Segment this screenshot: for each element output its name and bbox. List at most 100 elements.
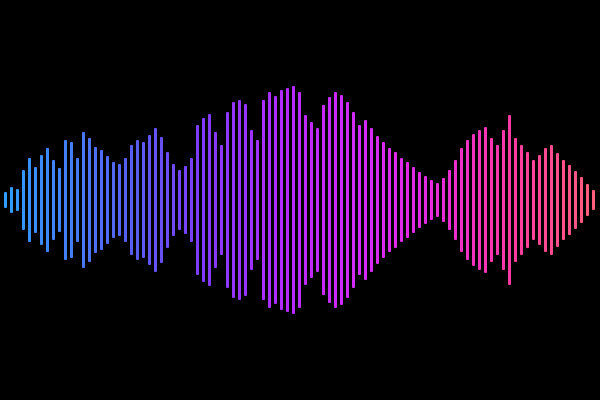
waveform-bar — [520, 145, 523, 255]
waveform-bar — [568, 165, 571, 235]
waveform-bar — [226, 112, 229, 288]
waveform-bar — [112, 162, 115, 238]
waveform-bar — [304, 115, 307, 285]
waveform-bar — [502, 130, 505, 270]
waveform-bar — [406, 162, 409, 238]
waveform-bar — [154, 128, 157, 272]
waveform-bar — [28, 158, 31, 242]
waveform-bar — [94, 147, 97, 253]
waveform-bar — [382, 142, 385, 258]
waveform-bar — [376, 136, 379, 264]
waveform-bar — [286, 88, 289, 312]
waveform-bar — [268, 92, 271, 308]
waveform-bar — [184, 166, 187, 234]
waveform-bar — [526, 152, 529, 248]
waveform-bar — [190, 158, 193, 242]
waveform-bar — [460, 148, 463, 252]
waveform-bar — [166, 152, 169, 248]
waveform-bar — [466, 140, 469, 260]
waveform-bar — [400, 158, 403, 242]
waveform-bar — [424, 176, 427, 224]
waveform-bar — [22, 170, 25, 230]
waveform-bar — [592, 190, 595, 210]
waveform-bar — [106, 156, 109, 244]
waveform-bar — [142, 142, 145, 258]
waveform-bar — [208, 114, 211, 286]
waveform-bar — [34, 167, 37, 233]
waveform-bar — [388, 148, 391, 252]
waveform-bar — [58, 168, 61, 232]
waveform-bar — [298, 92, 301, 308]
waveform-bar — [124, 158, 127, 242]
waveform-bar — [334, 92, 337, 308]
waveform-bar — [88, 138, 91, 262]
waveform-bar — [550, 145, 553, 255]
waveform-bar — [328, 97, 331, 303]
waveform-bar — [118, 164, 121, 236]
waveform-bar — [136, 140, 139, 260]
waveform-bar — [196, 125, 199, 275]
waveform-bar — [412, 167, 415, 233]
waveform-bar — [172, 164, 175, 236]
waveform-bar — [40, 155, 43, 245]
waveform-bar — [514, 138, 517, 262]
waveform-bar — [178, 170, 181, 230]
waveform-bar — [100, 150, 103, 250]
waveform-bar — [352, 112, 355, 288]
waveform-bar — [64, 140, 67, 260]
waveform-bar — [340, 95, 343, 305]
waveform-bar — [574, 171, 577, 229]
waveform-bar — [448, 170, 451, 230]
waveform-bar — [544, 148, 547, 252]
waveform-bar — [202, 118, 205, 282]
waveform-bar — [220, 145, 223, 255]
waveform-bar — [472, 134, 475, 266]
waveform-bar — [10, 187, 13, 213]
waveform-bar — [250, 130, 253, 270]
waveform-bar — [556, 153, 559, 247]
waveform-bar — [280, 90, 283, 310]
waveform-bar — [370, 128, 373, 272]
waveform-bar — [358, 125, 361, 275]
waveform-bar — [46, 148, 49, 252]
waveform-bar — [256, 140, 259, 260]
waveform-bar — [478, 130, 481, 270]
waveform-bar — [538, 155, 541, 245]
waveform-bar — [442, 178, 445, 222]
waveform-bar — [346, 102, 349, 298]
waveform-bar — [364, 120, 367, 280]
waveform-bar — [496, 145, 499, 255]
waveform-bar — [244, 104, 247, 296]
waveform-bar — [292, 86, 295, 314]
waveform-bar — [160, 137, 163, 263]
waveform-bar — [310, 122, 313, 278]
waveform-bar — [532, 160, 535, 240]
waveform-bar — [322, 105, 325, 295]
waveform-bar — [274, 96, 277, 304]
waveform-bar — [394, 152, 397, 248]
waveform-bar — [52, 160, 55, 240]
waveform-bar — [454, 160, 457, 240]
waveform-bar — [484, 127, 487, 273]
waveform-bar — [490, 138, 493, 262]
waveform-bar — [148, 135, 151, 265]
waveform-bar — [232, 102, 235, 298]
waveform-bar — [418, 172, 421, 228]
waveform-bar — [70, 142, 73, 258]
waveform-bar — [82, 132, 85, 268]
waveform-bar — [130, 145, 133, 255]
waveform-bar — [586, 184, 589, 216]
waveform-bar — [214, 132, 217, 268]
waveform-bar — [238, 100, 241, 300]
waveform-bar — [436, 183, 439, 217]
waveform-bar — [16, 189, 19, 211]
waveform-bar — [316, 128, 319, 272]
waveform-bar — [430, 180, 433, 220]
waveform-bar — [76, 158, 79, 242]
waveform-bar — [508, 115, 511, 285]
waveform-bar — [562, 160, 565, 240]
waveform-bar — [580, 177, 583, 223]
waveform-bar — [4, 192, 7, 208]
